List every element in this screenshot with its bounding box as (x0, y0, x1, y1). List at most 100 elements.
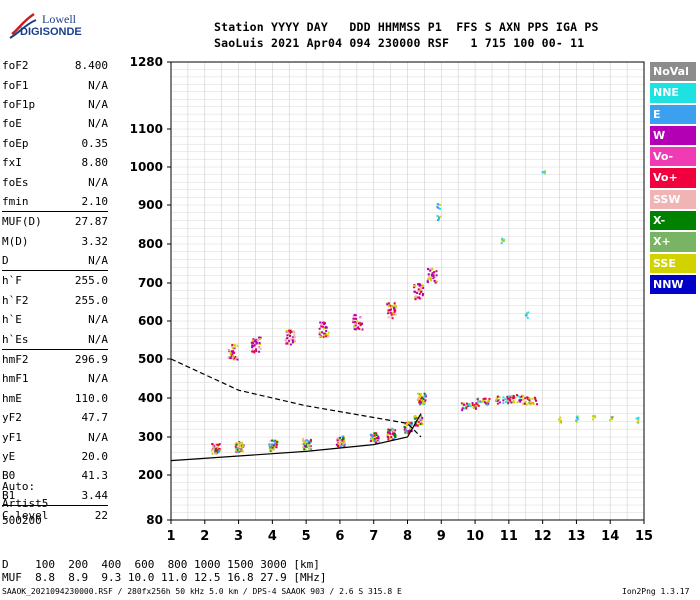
echo-point (420, 421, 423, 424)
echo-point (338, 439, 341, 442)
param-name: fmin (2, 194, 29, 208)
echo-point (336, 437, 339, 440)
echo-point (239, 444, 242, 447)
param-value: N/A (88, 78, 108, 92)
echo-point (234, 355, 237, 358)
param-row: h`F2 255.0 (2, 291, 108, 310)
echo-point (369, 433, 372, 436)
echo-point (421, 423, 424, 426)
echo-point (427, 278, 430, 281)
legend-item: SSW (650, 189, 696, 210)
y-tick-label: 80 (146, 513, 163, 527)
echo-point (418, 296, 421, 299)
echo-point (386, 431, 389, 434)
echo-point (290, 338, 293, 341)
param-name: MUF(D) (2, 215, 42, 229)
echo-point (214, 445, 217, 448)
echo-point (508, 397, 511, 400)
echo-point (510, 401, 513, 404)
echo-point (534, 398, 537, 401)
echo-point (610, 417, 613, 420)
echo-point (234, 358, 237, 361)
echo-point (408, 431, 411, 434)
echo-point (423, 394, 426, 397)
echo-point (339, 441, 342, 444)
echo-point (394, 429, 397, 432)
param-separator (2, 270, 108, 272)
echo-point (342, 442, 345, 445)
echo-point (319, 321, 322, 324)
echo-point (471, 402, 474, 405)
echo-point (404, 430, 407, 433)
logo-line1: Lowell (42, 12, 76, 26)
legend-item: Vo- (650, 147, 696, 167)
echo-point (466, 403, 469, 406)
echo-point (520, 399, 523, 402)
param-value: N/A (88, 332, 108, 346)
echo-point (528, 399, 531, 402)
param-value: 3.44 (81, 488, 109, 502)
echo-point (323, 332, 326, 335)
echo-point (393, 303, 396, 306)
echo-point (528, 397, 531, 400)
echo-point (413, 296, 416, 299)
echo-point (421, 294, 424, 297)
echo-point (422, 286, 425, 289)
echo-point (519, 400, 522, 403)
param-row: h`Es N/A (2, 329, 108, 348)
echo-point (525, 312, 528, 315)
echo-point (286, 342, 289, 345)
echo-point (309, 438, 312, 441)
x-tick-label: 5 (302, 529, 311, 544)
echo-point (495, 399, 498, 402)
echo-point (530, 401, 533, 404)
echo-point (637, 416, 640, 419)
echo-point (593, 415, 596, 418)
echo-point (237, 446, 240, 449)
echo-point (253, 340, 256, 343)
echo-point (340, 442, 343, 445)
echo-point (342, 438, 345, 441)
echo-point (405, 430, 408, 433)
echo-point (387, 302, 390, 305)
echo-point (526, 396, 529, 399)
echo-point (373, 432, 376, 435)
echo-point (389, 304, 392, 307)
echo-point (289, 329, 292, 332)
echo-point (503, 238, 506, 241)
param-name: hmF1 (2, 372, 29, 386)
echo-point (413, 284, 416, 287)
echo-point (354, 328, 357, 331)
echo-point (353, 314, 356, 317)
echo-point (352, 320, 355, 323)
echo-point (432, 274, 435, 277)
echo-point (303, 441, 306, 444)
echo-point (423, 402, 426, 405)
echo-point (307, 440, 310, 443)
echo-point (424, 399, 427, 402)
echo-point (466, 405, 469, 408)
echo-point (235, 443, 238, 446)
echo-point (257, 342, 260, 345)
echo-point (389, 311, 392, 314)
echo-point (218, 443, 221, 446)
echo-point (387, 436, 390, 439)
echo-point (463, 403, 466, 406)
echo-point (291, 340, 294, 343)
echo-point (391, 428, 394, 431)
echo-point (253, 344, 256, 347)
echo-point (218, 447, 221, 450)
y-tick-label: 200 (138, 468, 163, 482)
echo-point (390, 314, 393, 317)
echo-point (235, 450, 238, 453)
echo-point (339, 445, 342, 448)
echo-point (272, 440, 275, 443)
echo-point (522, 398, 525, 401)
echo-point (371, 439, 374, 442)
echo-point (394, 313, 397, 316)
echo-point (487, 399, 490, 402)
echo-point (472, 406, 475, 409)
echo-point (461, 409, 464, 412)
echo-point (290, 331, 293, 334)
echo-point (414, 298, 417, 301)
